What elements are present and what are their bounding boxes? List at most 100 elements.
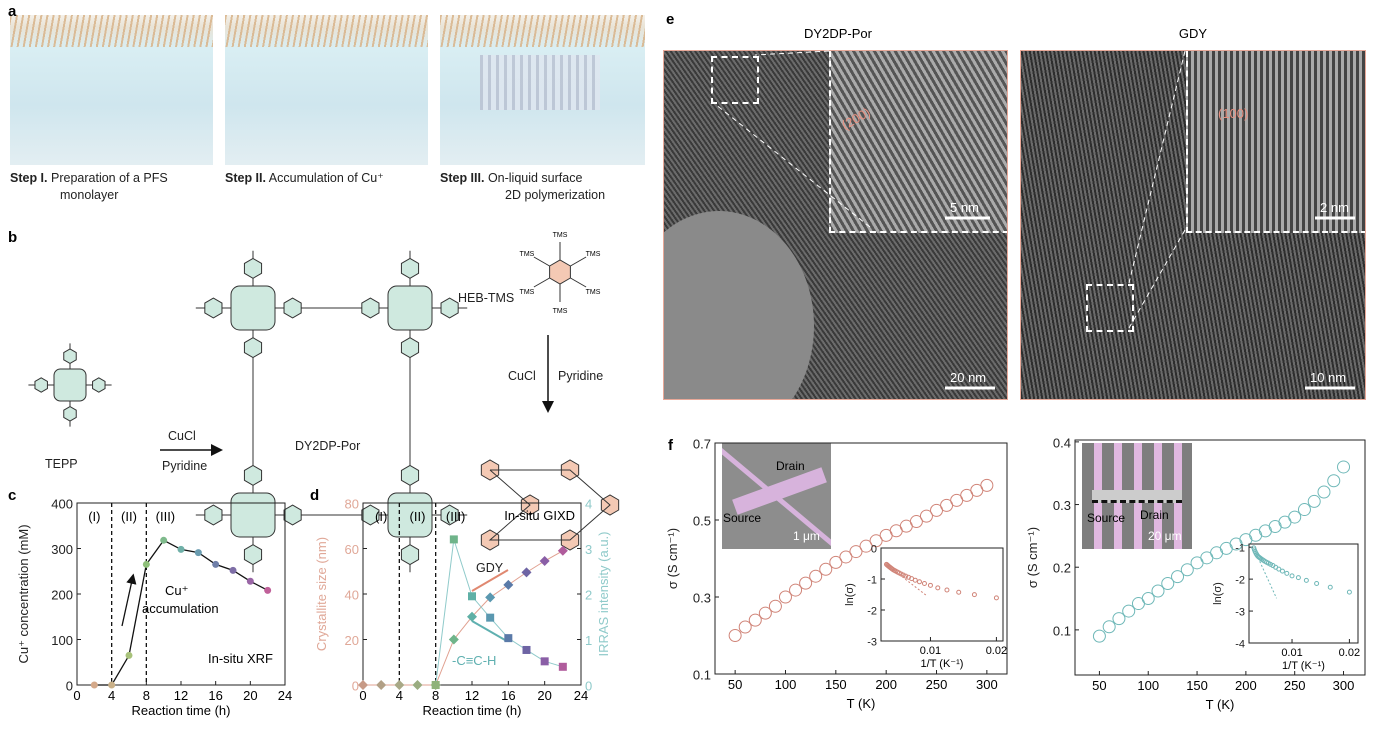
- x-tick-label: 200: [1235, 678, 1257, 693]
- data-point-diamond: [521, 567, 532, 578]
- data-point: [789, 583, 803, 597]
- cucl-label-left: CuCl: [168, 429, 196, 443]
- data-point: [909, 515, 923, 529]
- tms-label: TMS: [553, 232, 568, 239]
- data-point: [1102, 620, 1116, 634]
- y-axis-label: ln(σ): [844, 583, 856, 606]
- data-point: [1180, 563, 1194, 577]
- data-point-square: [431, 681, 440, 689]
- porphyrin-core: [53, 368, 87, 402]
- data-point: [1112, 612, 1126, 626]
- benzene-ring: [549, 259, 571, 285]
- step2-image: [225, 15, 428, 165]
- svg-text:monolayer: monolayer: [60, 188, 118, 202]
- phenyl-ring: [243, 257, 263, 279]
- data-point: [1171, 570, 1185, 584]
- y-axis-label: Crystallite size (nm): [314, 537, 329, 651]
- data-point: [1297, 503, 1311, 517]
- data-point: [194, 549, 202, 557]
- phenyl-ring: [440, 504, 459, 526]
- x-tick-label: 0: [73, 688, 80, 703]
- y-tick-label: 3: [585, 542, 592, 557]
- data-point: [1141, 592, 1155, 606]
- data-point: [778, 590, 792, 604]
- data-point-diamond: [376, 680, 387, 690]
- phenyl-ring: [400, 337, 420, 359]
- phenyl-ring: [361, 504, 380, 526]
- phenyl-ring: [204, 297, 223, 319]
- y-tick-label: 80: [345, 497, 359, 512]
- y-tick-label: -4: [1235, 639, 1245, 651]
- x-tick-label: 100: [1137, 678, 1159, 693]
- region-label: (I): [375, 509, 387, 524]
- y-tick-label: 0: [352, 679, 359, 694]
- inset-data-point: [1327, 584, 1333, 590]
- y-tick-label: 0.2: [1053, 561, 1071, 576]
- inset-data-point: [1314, 581, 1320, 587]
- inset-data-point: [903, 573, 909, 579]
- sem-image-dy2dp-por: [722, 443, 831, 549]
- data-point-square: [540, 657, 549, 666]
- x-tick-label: 50: [1092, 678, 1106, 693]
- x-tick-label: 4: [108, 688, 115, 703]
- x-axis-label: Reaction time (h): [423, 703, 522, 718]
- inset-data-point: [927, 582, 933, 588]
- data-point: [229, 566, 237, 574]
- x-axis-label: 1/T (K⁻¹): [1282, 660, 1325, 672]
- inset-data-point: [993, 595, 999, 601]
- plot-frame: [714, 442, 1008, 675]
- source-label: Source: [1087, 511, 1125, 525]
- phenyl-ring: [400, 544, 420, 566]
- inset-data-point: [1346, 589, 1352, 595]
- x-axis-label: T (K): [1206, 697, 1235, 712]
- x-axis-label: Reaction time (h): [132, 703, 231, 718]
- phenyl-ring: [440, 297, 459, 319]
- x-tick-label: 8: [432, 688, 439, 703]
- data-point-diamond: [539, 556, 550, 567]
- porphyrin-core: [387, 285, 433, 331]
- data-point-square: [449, 535, 458, 544]
- inset-data-point: [921, 581, 927, 587]
- inset-data-point: [1270, 563, 1276, 569]
- heb-tms-label: HEB-TMS: [458, 291, 514, 305]
- phenyl-ring: [400, 257, 420, 279]
- y-tick-label: 1: [585, 633, 592, 648]
- scale-bar-label: 20 nm: [950, 370, 986, 385]
- phenyl-ring: [92, 377, 106, 393]
- tem-title-dy2dp-por: DY2DP-Por: [804, 26, 873, 41]
- pyridine-label-right: Pyridine: [558, 369, 603, 383]
- data-point: [1161, 577, 1175, 591]
- data-point: [758, 606, 772, 620]
- alkyne-bond: [533, 256, 550, 267]
- x-tick-label: 50: [728, 677, 742, 692]
- method-label: In-situ XRF: [208, 651, 273, 666]
- tms-label: TMS: [520, 289, 535, 296]
- data-point-diamond: [503, 579, 514, 590]
- porphyrin-core: [230, 285, 276, 331]
- x-tick-label: 300: [976, 677, 998, 692]
- y-tick-label: -3: [1235, 607, 1245, 619]
- y-tick-label: 60: [345, 542, 359, 557]
- lattice-label-100: (100): [1218, 106, 1248, 121]
- phenyl-ring: [283, 504, 302, 526]
- y-tick-label: 100: [51, 633, 73, 648]
- drain-label: Drain: [1140, 508, 1169, 522]
- region-label: (II): [410, 509, 426, 524]
- alkyne-bond: [570, 256, 587, 267]
- tem-title-gdy: GDY: [1179, 26, 1208, 41]
- data-point-diamond: [467, 611, 477, 622]
- inset-data-point: [905, 574, 911, 580]
- source-label: Source: [723, 511, 761, 525]
- data-point: [246, 577, 254, 585]
- alkyne-label: -C≡C-H: [452, 653, 496, 668]
- tms-label: TMS: [520, 251, 535, 258]
- y-tick-label: 0.1: [1053, 623, 1071, 638]
- tem-inset-gdy: [1186, 51, 1365, 233]
- panel-label-c: c: [8, 487, 16, 504]
- inset-fit-line: [1254, 550, 1277, 599]
- y-tick-label: 2: [585, 588, 592, 603]
- tms-label: TMS: [553, 308, 568, 315]
- y-tick-label: -2: [867, 606, 877, 618]
